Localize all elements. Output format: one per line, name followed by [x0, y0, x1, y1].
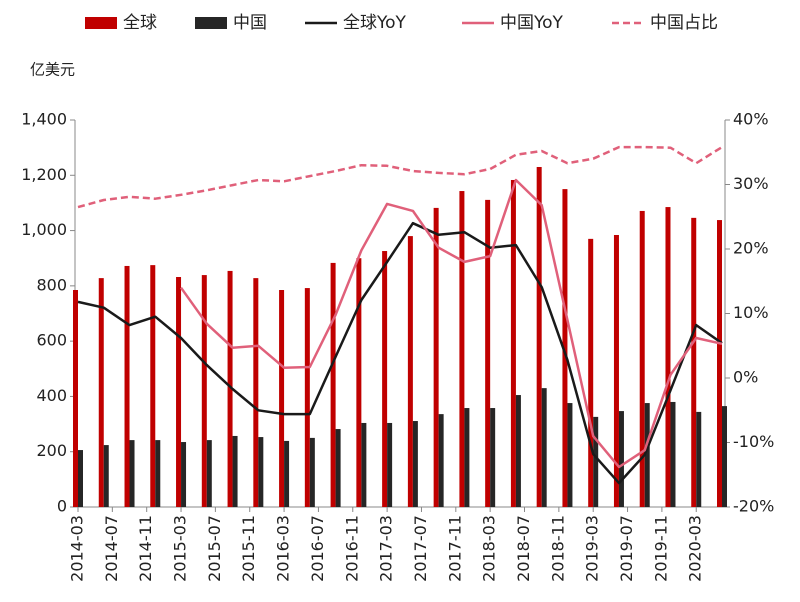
y-tick-label: 400	[36, 386, 67, 405]
x-tick-label: 2017-07	[411, 515, 430, 582]
bar	[567, 403, 573, 507]
bar	[309, 437, 315, 507]
bar	[515, 395, 521, 507]
bar	[78, 450, 83, 507]
y2-tick-label: 40%	[733, 110, 769, 129]
x-tick-label: 2017-11	[445, 515, 464, 582]
bar	[665, 207, 671, 507]
bar	[464, 408, 470, 507]
bar	[279, 290, 285, 507]
y-tick-label: 600	[36, 331, 67, 350]
y-tick-label: 1,200	[21, 165, 67, 184]
x-tick-label: 2017-03	[377, 515, 396, 582]
bar	[593, 416, 599, 507]
bar	[284, 440, 290, 507]
bar	[232, 435, 238, 507]
bar	[644, 403, 650, 507]
y-axis-label: 亿美元	[30, 61, 75, 79]
line-series	[179, 178, 723, 469]
legend-swatch	[85, 17, 117, 29]
bar	[433, 207, 439, 507]
x-tick-label: 2014-07	[102, 515, 121, 582]
x-tick-label: 2016-03	[274, 515, 293, 582]
bar	[541, 388, 547, 507]
bar	[387, 422, 393, 507]
bar	[510, 179, 516, 508]
x-tick-label: 2016-07	[308, 515, 327, 582]
bar	[485, 199, 491, 507]
x-tick-label: 2014-11	[136, 515, 155, 582]
x-tick-label: 2020-03	[686, 515, 705, 582]
bar	[227, 270, 233, 507]
bar	[613, 234, 619, 507]
bar	[382, 251, 388, 507]
y-tick-label: 1,400	[21, 110, 67, 129]
x-tick-label: 2018-03	[480, 515, 499, 582]
bar	[459, 191, 465, 507]
bar	[181, 442, 187, 507]
bar	[407, 236, 413, 507]
legend-label: 全球	[123, 13, 157, 33]
bar	[124, 265, 130, 507]
bar	[639, 210, 645, 507]
x-tick-label: 2018-11	[548, 515, 567, 582]
x-tick-label: 2015-07	[205, 515, 224, 582]
bar	[206, 440, 212, 507]
bar	[361, 422, 367, 507]
y-tick-label: 800	[36, 275, 67, 294]
bar	[103, 445, 109, 507]
bar	[335, 429, 341, 507]
x-tick-label: 2016-11	[342, 515, 361, 582]
y2-tick-label: 0%	[733, 368, 758, 387]
y2-tick-label: 20%	[733, 239, 769, 258]
legend-label: 中国	[233, 13, 267, 33]
bar	[490, 408, 496, 507]
y2-tick-label: -10%	[733, 432, 774, 451]
x-tick-label: 2015-11	[239, 515, 258, 582]
y-tick-label: 200	[36, 441, 67, 460]
bar	[73, 290, 78, 507]
bar	[412, 421, 418, 507]
x-tick-label: 2019-07	[617, 515, 636, 582]
y2-tick-label: 30%	[733, 174, 769, 193]
legend-label: 全球YoY	[343, 13, 407, 33]
legend-swatch	[195, 17, 227, 29]
bar	[670, 401, 676, 507]
bar	[618, 411, 624, 507]
bar	[176, 277, 182, 507]
line-series	[77, 145, 723, 209]
bar	[155, 440, 161, 507]
bar	[201, 275, 207, 507]
bar	[330, 262, 336, 507]
bar	[696, 411, 702, 507]
bar	[717, 220, 722, 507]
bar	[356, 258, 362, 507]
bar	[691, 217, 697, 507]
bar	[258, 437, 264, 507]
bar	[562, 189, 568, 507]
bar	[253, 278, 259, 507]
bar	[150, 265, 156, 507]
y-tick-label: 0	[57, 497, 67, 516]
y-tick-label: 1,000	[21, 220, 67, 239]
bar	[536, 166, 542, 507]
bar	[722, 406, 727, 507]
legend-label: 中国占比	[650, 13, 718, 33]
x-tick-label: 2015-03	[171, 515, 190, 582]
y2-tick-label: -20%	[733, 497, 774, 516]
bar	[304, 288, 310, 507]
x-tick-label: 2019-11	[651, 515, 670, 582]
line-series	[77, 221, 723, 485]
y2-tick-label: 10%	[733, 303, 769, 322]
bar	[129, 440, 135, 507]
bar	[588, 238, 594, 507]
x-tick-label: 2014-03	[68, 515, 87, 582]
legend-label: 中国YoY	[500, 13, 564, 33]
bar	[98, 278, 104, 507]
x-tick-label: 2019-03	[583, 515, 602, 582]
bar	[438, 414, 444, 507]
x-tick-label: 2018-07	[514, 515, 533, 582]
